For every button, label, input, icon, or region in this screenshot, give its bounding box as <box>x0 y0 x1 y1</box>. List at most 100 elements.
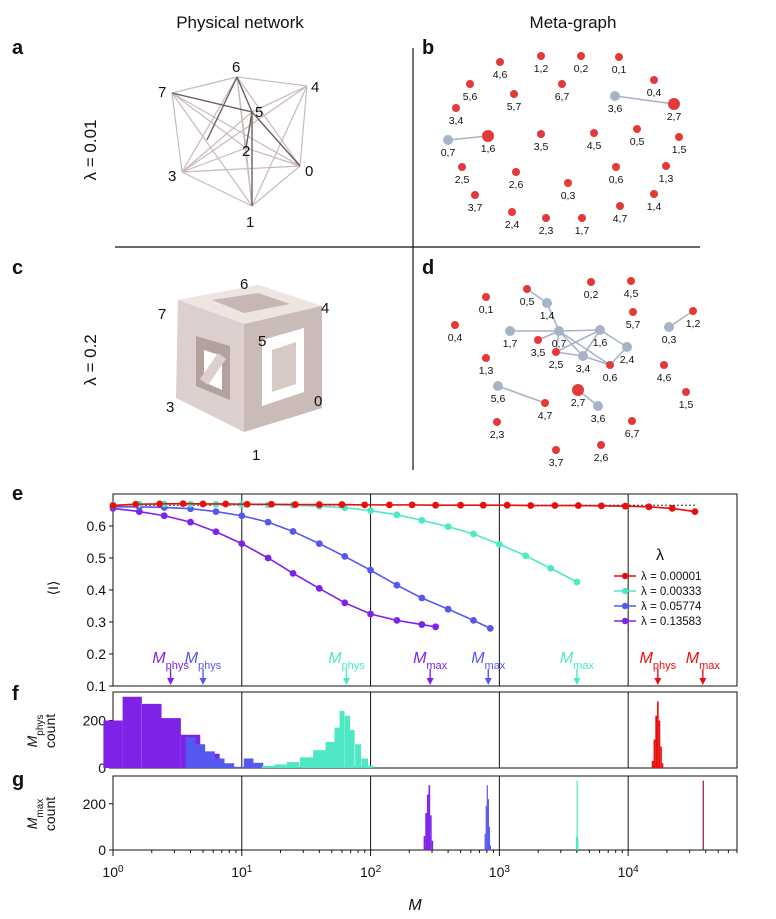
data-point <box>503 501 511 509</box>
data-point <box>551 502 559 509</box>
meta-edge <box>599 329 628 348</box>
data-point <box>691 508 699 515</box>
meta-node <box>554 326 564 336</box>
meta-node <box>629 308 637 316</box>
meta-node <box>675 133 683 141</box>
data-point <box>367 566 374 574</box>
annotation-arrow-head <box>426 678 434 685</box>
node-label-0-a: 0 <box>305 163 313 180</box>
legend-entry: λ = 0.13583 <box>641 616 701 628</box>
data-point <box>315 540 323 547</box>
data-point <box>338 501 346 508</box>
meta-node-label: 1,4 <box>540 310 555 322</box>
data-point <box>418 594 426 602</box>
meta-node <box>512 168 520 176</box>
meta-node-label: 1,5 <box>672 144 687 156</box>
histogram-bar <box>430 815 432 850</box>
data-point <box>238 512 246 520</box>
histogram-bar <box>313 750 326 768</box>
panel-label-b: b <box>422 37 434 59</box>
data-point <box>179 500 187 507</box>
meta-node-label: 0,5 <box>520 296 535 308</box>
meta-node-label: 2,3 <box>539 225 554 237</box>
meta-node-label: 2,5 <box>549 359 564 371</box>
meta-graph-b: 1,2 0,2 0,1 4,6 6,7 0,4 5,6 5,7 3,6 2,7 3,4 0,7 1,6 3… <box>441 52 687 237</box>
annotation-label: Mmax <box>560 650 595 672</box>
meta-node-label: 2,4 <box>505 219 520 231</box>
data-point <box>367 507 374 515</box>
data-point <box>156 500 163 508</box>
meta-node <box>537 130 545 138</box>
annotation-label: Mphys <box>328 650 365 672</box>
data-point <box>289 528 297 535</box>
meta-node-label: 3,7 <box>468 202 483 214</box>
histogram-bar <box>661 763 664 768</box>
data-point <box>470 617 477 624</box>
histogram-bar <box>426 794 429 850</box>
meta-node <box>471 191 479 199</box>
meta-edge <box>614 95 675 105</box>
histogram-bar <box>361 758 368 768</box>
node-label-7-c: 7 <box>158 306 166 323</box>
x-tick-label: 103 <box>489 864 511 881</box>
meta-node <box>590 129 598 137</box>
meta-node <box>578 351 588 361</box>
histogram-bar <box>214 758 225 768</box>
meta-node <box>597 441 605 449</box>
histogram-bar <box>185 737 196 768</box>
meta-node <box>452 104 460 112</box>
meta-node-label: 3,7 <box>549 457 564 469</box>
data-point <box>264 554 272 562</box>
node-label-1-c: 1 <box>252 447 260 464</box>
panel-label-g: g <box>12 769 24 791</box>
series-line <box>113 505 491 630</box>
data-point <box>598 502 605 510</box>
annotation-arrow-head <box>573 678 581 685</box>
y-tick-label: 0.4 <box>87 582 107 598</box>
meta-edge <box>555 329 601 353</box>
meta-node-label: 4,7 <box>538 410 553 422</box>
data-point <box>160 512 168 520</box>
data-point <box>486 625 494 632</box>
data-point <box>479 501 487 509</box>
histogram-bar <box>488 826 490 850</box>
meta-node <box>534 336 542 344</box>
meta-node <box>482 130 494 142</box>
meta-node-label: 5,6 <box>463 91 478 103</box>
meta-node-label: 3,6 <box>591 413 606 425</box>
node-label-2-a: 2 <box>242 143 250 160</box>
x-tick-label: 100 <box>102 864 124 881</box>
meta-node <box>458 163 466 171</box>
node-label-4-c: 4 <box>321 300 329 317</box>
meta-node <box>552 446 560 454</box>
physical-network-3d-render <box>176 285 322 432</box>
y-tick-label: 0 <box>98 842 106 858</box>
meta-node-label: 0,1 <box>612 64 627 76</box>
meta-node <box>572 384 584 396</box>
data-point <box>385 501 393 509</box>
x-tick-label: 104 <box>618 864 640 881</box>
data-point <box>495 540 503 548</box>
legend-marker <box>621 602 629 610</box>
x-axis-label: M <box>408 897 422 914</box>
annotation-label: Mphys <box>640 650 677 672</box>
histogram-bar <box>205 751 215 768</box>
data-point <box>547 564 555 572</box>
meta-node <box>660 361 668 369</box>
histogram-bar <box>367 765 374 768</box>
annotation-arrow-head <box>484 678 492 685</box>
histogram-bar <box>658 720 661 768</box>
histogram-bar <box>234 766 244 768</box>
annotation-arrow-head <box>699 678 707 685</box>
meta-node <box>542 214 550 222</box>
data-point <box>367 610 374 618</box>
panel-label-e: e <box>12 483 23 505</box>
meta-node-label: 1,6 <box>593 337 608 349</box>
series-line <box>112 503 578 583</box>
meta-node <box>443 135 453 145</box>
histogram-bar <box>339 711 345 768</box>
header-meta-graph: Meta-graph <box>530 13 617 32</box>
meta-node <box>650 76 658 84</box>
meta-node-label: 0,4 <box>448 332 463 344</box>
histogram-bar <box>334 727 340 768</box>
